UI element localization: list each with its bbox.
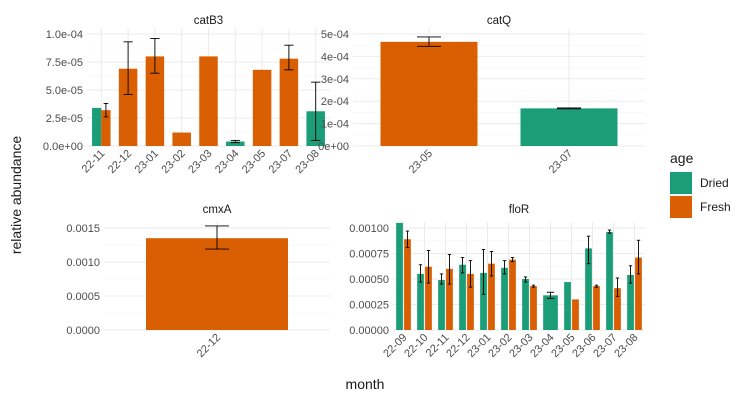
bar-fresh-23-03	[530, 286, 537, 330]
y-tick-label: 0.0005	[66, 291, 100, 303]
panel-title: catQ	[487, 15, 511, 27]
x-tick-label: 23-08	[612, 332, 640, 360]
x-tick-label: 23-01	[133, 148, 161, 176]
panel-cmxA: 0.0000 0.0005 0.0010 0.0015 cmxA 22-12	[66, 204, 330, 360]
panel-title: cmxA	[203, 204, 232, 216]
y-tick-label: 1e-04	[321, 119, 349, 131]
y-tick-label: 0.00100	[349, 223, 389, 235]
bar-fresh-23-05	[572, 299, 579, 330]
bar-fresh-23-01	[145, 56, 165, 146]
bar-dried-22-11	[438, 280, 445, 330]
bar-dried-22-11	[92, 107, 102, 146]
bar-dried-23-05	[564, 282, 571, 330]
x-axis-title: month	[346, 376, 385, 392]
x-tick-label: 23-05	[240, 148, 268, 176]
bar-dried-22-10	[417, 273, 424, 330]
x-tick-label: 23-04	[213, 148, 241, 176]
legend-swatch-fresh	[670, 196, 692, 218]
bar-fresh-22-11	[446, 268, 453, 330]
legend-swatch-dried	[670, 172, 692, 194]
bar-fresh-23-01	[488, 263, 495, 330]
y-tick-label: 0.00075	[349, 249, 389, 261]
bar-fresh-23-02	[509, 259, 516, 330]
y-tick-label: 0.0010	[66, 257, 100, 269]
bar-fresh-22-12	[467, 273, 474, 330]
bar-dried-23-06	[585, 248, 592, 330]
y-tick-label: 4e-04	[321, 51, 349, 63]
x-tick-label: 23-03	[186, 148, 214, 176]
bar-fresh-23-06	[593, 286, 600, 330]
x-tick-label: 23-05	[407, 148, 435, 176]
x-tick-label: 22-10	[402, 332, 430, 360]
bar-dried-23-04	[226, 141, 245, 146]
bar-fresh-22-12	[118, 68, 138, 146]
y-tick-label: 5.0e-05	[46, 85, 83, 97]
panel-catB3: 0.0e+00 2.5e-05 5.0e-05 7.5e-05 1.0e-04 catB3…	[43, 15, 330, 176]
bar-fresh-23-05	[252, 69, 272, 146]
bar-dried-22-12	[459, 264, 466, 330]
panel-catQ: 0e+00 1e-04 2e-04 3e-04 4e-04 5e-04 catQ 23-05 2…	[318, 15, 645, 176]
bar-fresh-23-02	[172, 132, 191, 146]
bar-fresh-23-05	[380, 41, 478, 147]
x-tick-label: 22-12	[106, 148, 134, 176]
bar-dried-23-02	[501, 267, 508, 330]
legend-label-fresh: Fresh	[700, 200, 731, 214]
y-tick-label: 0.0e+00	[43, 141, 83, 153]
x-tick-label: 23-07	[267, 148, 295, 176]
panel-title: catB3	[194, 15, 223, 27]
panel-title: floR	[509, 204, 529, 216]
bar-fresh-23-07	[614, 288, 621, 330]
y-tick-label: 0.0015	[66, 223, 100, 235]
panel-floR: 0.00000 0.00025 0.00050 0.00075 0.00100 floR 2…	[349, 204, 645, 360]
legend: age Dried Fresh	[670, 150, 731, 218]
bar-fresh-23-03	[199, 56, 218, 146]
bar-dried-23-07	[520, 108, 618, 146]
x-tick-label: 23-07	[547, 148, 575, 176]
y-tick-label: 0.00050	[349, 274, 389, 286]
legend-title: age	[670, 150, 694, 166]
x-tick-label: 22-11	[80, 148, 108, 176]
bar-fresh-22-11	[101, 110, 111, 146]
bar-fresh-23-08	[635, 257, 642, 330]
x-tick-label: 23-02	[159, 148, 187, 176]
bar-fresh-22-09	[404, 239, 411, 330]
x-tick-label: 22-12	[195, 332, 223, 360]
bar-dried-23-03	[522, 279, 529, 330]
y-tick-label: 2.5e-05	[46, 113, 83, 125]
chart-panels: 0.0e+00 2.5e-05 5.0e-05 7.5e-05 1.0e-04 catB3…	[43, 15, 645, 360]
bar-dried-22-09	[396, 222, 403, 330]
bar-dried-23-08	[627, 274, 634, 330]
bar-fresh-22-10	[425, 266, 432, 330]
bar-fresh-22-12	[146, 238, 288, 330]
y-tick-label: 0.00000	[349, 325, 389, 337]
y-tick-label: 0.00025	[349, 300, 389, 312]
bar-dried-23-01	[480, 272, 487, 330]
bar-fresh-23-07	[279, 58, 299, 146]
y-tick-label: 0e+00	[318, 141, 349, 153]
y-tick-label: 3e-04	[321, 74, 349, 86]
y-tick-label: 1.0e-04	[46, 29, 83, 41]
legend-label-dried: Dried	[700, 176, 729, 190]
y-tick-label: 0.0000	[66, 325, 100, 337]
bar-dried-23-04	[543, 295, 558, 330]
y-tick-label: 7.5e-05	[46, 57, 83, 69]
y-tick-label: 5e-04	[321, 29, 349, 41]
y-tick-label: 2e-04	[321, 96, 349, 108]
bar-dried-23-07	[606, 232, 613, 330]
y-axis-title: relative abundance	[8, 136, 24, 255]
